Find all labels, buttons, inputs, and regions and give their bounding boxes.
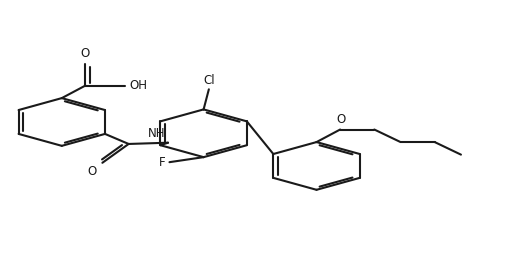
Text: Cl: Cl <box>203 74 215 87</box>
Text: O: O <box>88 165 97 178</box>
Text: NH: NH <box>148 127 165 140</box>
Text: O: O <box>336 114 345 126</box>
Text: F: F <box>158 156 165 169</box>
Text: OH: OH <box>129 79 147 92</box>
Text: O: O <box>81 47 90 60</box>
